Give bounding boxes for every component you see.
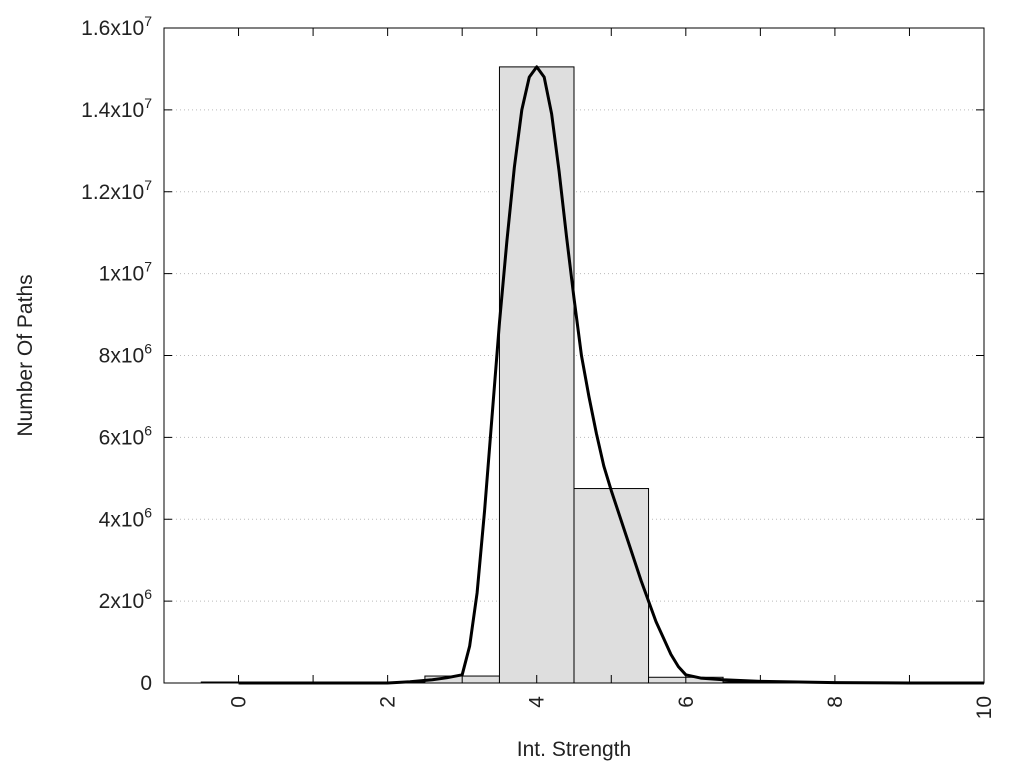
y-tick-label: 2x106 xyxy=(99,586,153,613)
y-tick-label: 1.6x107 xyxy=(81,13,152,40)
y-tick-label: 1x107 xyxy=(99,259,153,286)
y-tick-label: 8x106 xyxy=(99,341,153,368)
x-axis-title: Int. Strength xyxy=(517,738,631,761)
ticks-layer xyxy=(163,27,985,684)
bars-layer xyxy=(200,66,873,684)
y-axis-title: Number Of Paths xyxy=(14,274,37,436)
curve-layer xyxy=(238,65,984,685)
y-tick-label: 1.2x107 xyxy=(81,177,152,204)
histogram-bar xyxy=(498,66,575,684)
y-tick-label: 4x106 xyxy=(99,504,153,531)
x-tick-label: 6 xyxy=(675,696,698,708)
y-tick-label: 1.4x107 xyxy=(81,95,152,122)
y-tick-label: 0 xyxy=(140,672,152,695)
x-tick-label: 8 xyxy=(824,696,847,708)
y-tick-labels: 0 2x106 4x106 6x106 8x106 1x107 1.2x107 1.4x107… xyxy=(81,13,152,695)
y-tick-label: 6x106 xyxy=(99,422,153,449)
x-tick-label: 2 xyxy=(377,696,400,708)
x-tick-label: 4 xyxy=(526,696,549,708)
fit-curve xyxy=(238,65,984,685)
x-tick-label: 0 xyxy=(228,696,251,708)
x-tick-label: 10 xyxy=(973,696,996,719)
histogram-bar xyxy=(573,488,650,684)
grid-layer xyxy=(164,109,984,602)
x-tick-labels: 0 2 4 6 8 10 xyxy=(228,696,996,720)
